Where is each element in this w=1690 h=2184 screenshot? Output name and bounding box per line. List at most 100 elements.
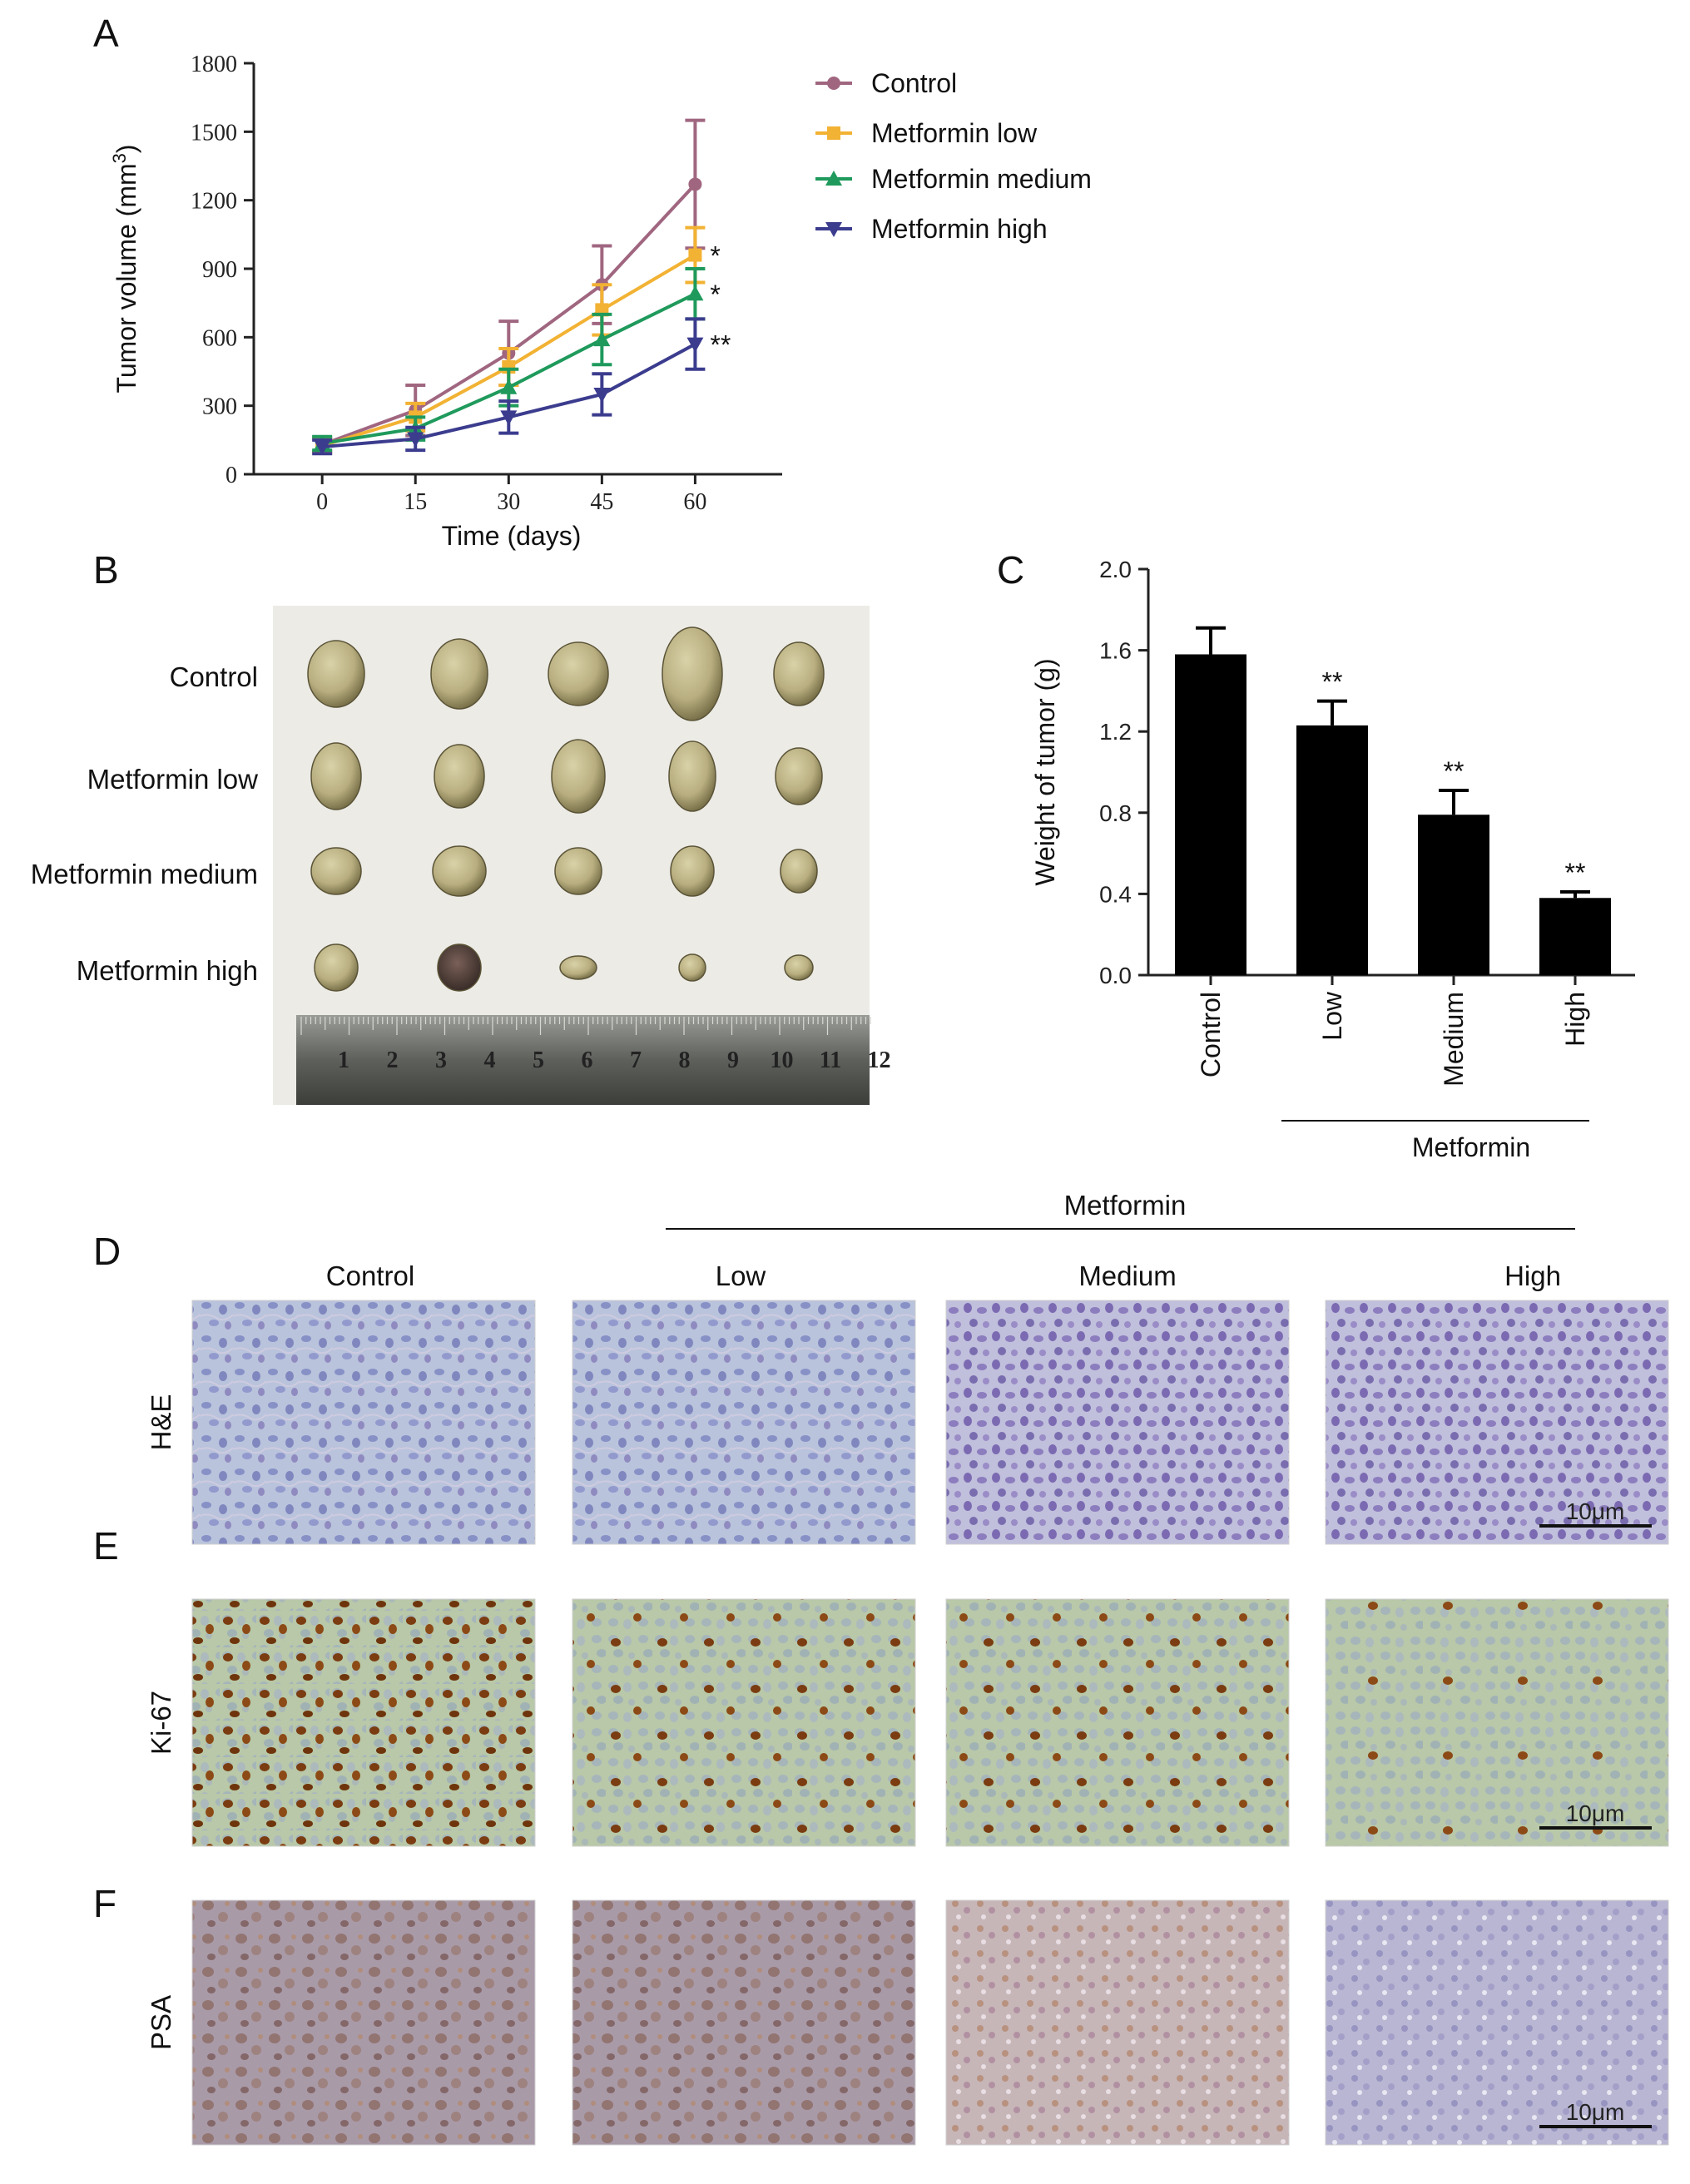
y-tick-label: 1.2 — [1099, 719, 1132, 745]
data-point — [825, 171, 842, 186]
data-point — [827, 77, 840, 90]
x-tick-label: 60 — [683, 489, 706, 515]
data-point — [314, 440, 331, 456]
tumor-specimen — [548, 641, 609, 706]
y-tick-label: 0 — [225, 463, 237, 488]
tumor-specimen — [314, 943, 359, 992]
x-tick-label: 15 — [404, 489, 427, 515]
micrograph — [945, 1899, 1290, 2146]
ruler-number: 5 — [533, 1047, 544, 1073]
micrograph — [191, 1598, 536, 1847]
significance-mark: * — [710, 241, 720, 271]
x-tick-label: Medium — [1439, 992, 1469, 1087]
tumor-specimen — [430, 638, 488, 710]
ruler-number: 10 — [771, 1047, 794, 1073]
data-point — [827, 126, 840, 140]
x-tick-label: 30 — [497, 489, 520, 515]
data-point — [593, 331, 611, 347]
panel-label-c: C — [997, 548, 1024, 592]
data-point — [593, 387, 611, 403]
tumor-specimen — [554, 847, 602, 895]
tumor-specimen — [784, 954, 814, 981]
line-chart-tumor-volume: 0 300 600 900 1200 1500 1800 0 15 30 45 60 Time (day… — [109, 52, 1092, 551]
micrograph — [191, 1899, 536, 2146]
y-tick-label: 1500 — [191, 120, 237, 146]
row-label: Control — [170, 661, 258, 692]
ruler-number: 7 — [630, 1047, 642, 1073]
tumor-specimen — [310, 742, 362, 810]
tumor-specimen — [437, 943, 482, 992]
tumor-specimen — [775, 747, 823, 805]
y-tick-label: 0.4 — [1099, 881, 1132, 907]
tumor-specimen — [780, 849, 818, 894]
y-tick-label: 900 — [202, 257, 237, 283]
panel-label-e: E — [93, 1524, 119, 1567]
tumor-specimen — [662, 626, 723, 721]
row-label: Metformin low — [87, 764, 259, 795]
group-label: Metformin — [1412, 1132, 1530, 1162]
ruler-number: 4 — [484, 1047, 496, 1073]
tumor-specimen — [434, 744, 485, 809]
ruler-number: 11 — [820, 1047, 841, 1073]
micrograph — [945, 1598, 1290, 1847]
bar-chart-tumor-weight: 0.0 0.4 0.8 1.2 1.6 2.0 Weight of tumor (g) Con… — [1030, 557, 1635, 1162]
row-label: H&E — [146, 1394, 176, 1451]
panel-label-b: B — [93, 548, 119, 592]
bar — [1539, 898, 1611, 975]
y-tick-label: 300 — [202, 394, 237, 420]
column-label: Medium — [1078, 1260, 1176, 1291]
ruler-number: 8 — [679, 1047, 691, 1073]
x-tick-label: 45 — [590, 489, 613, 515]
bar — [1418, 815, 1489, 975]
micrograph — [945, 1300, 1290, 1545]
panel-b: B Control Metformin low Metformin medium Me… — [31, 548, 891, 1105]
y-axis-title: Tumor volume (mm3) — [109, 144, 141, 393]
legend-label: Metformin medium — [871, 164, 1092, 194]
row-label: Metformin high — [77, 955, 258, 986]
micrograph — [1325, 1300, 1669, 1545]
x-tick-label: High — [1560, 992, 1590, 1047]
micrograph — [572, 1899, 916, 2146]
panel-label-f: F — [93, 1882, 116, 1925]
y-tick-label: 1.6 — [1099, 638, 1132, 664]
tumor-specimen — [559, 955, 597, 980]
group-label: Metformin — [1064, 1190, 1187, 1221]
column-label: Low — [716, 1260, 766, 1291]
micrograph — [191, 1300, 536, 1545]
significance-mark: ** — [710, 330, 731, 360]
ruler-number: 12 — [868, 1047, 891, 1073]
data-point — [407, 432, 424, 448]
tumor-photograph: Control Metformin low Metformin medium Metf… — [31, 606, 891, 1105]
micrograph — [1325, 1899, 1669, 2146]
row-label: Ki-67 — [146, 1691, 176, 1755]
x-tick-label: 0 — [316, 489, 328, 515]
panel-c: C 0.0 0.4 0.8 1.2 1.6 2.0 Weight of tumor (g) C… — [997, 548, 1635, 1162]
data-point — [686, 337, 704, 353]
histology-grid: Metformin Control Low Medium High H&E 10μm Ki-6… — [146, 1190, 1669, 2146]
tumor-specimen — [551, 739, 606, 814]
ruler-number: 2 — [387, 1047, 399, 1073]
bar — [1296, 725, 1368, 975]
legend-label: Metformin low — [871, 118, 1038, 148]
data-point — [686, 285, 704, 301]
scale-bar-label: 10μm — [1566, 1498, 1625, 1524]
ruler-number: 1 — [338, 1047, 349, 1073]
ruler — [296, 1015, 870, 1105]
y-tick-label: 1800 — [191, 52, 237, 77]
data-point — [688, 177, 702, 191]
data-point — [500, 410, 518, 426]
y-tick-label: 0.0 — [1099, 963, 1132, 988]
y-axis-title: Weight of tumor (g) — [1030, 658, 1060, 885]
tumor-specimen — [678, 953, 706, 982]
y-tick-label: 0.8 — [1099, 800, 1132, 826]
y-tick-label: 2.0 — [1099, 557, 1132, 582]
y-tick-label: 1200 — [191, 189, 237, 215]
tumor-specimen — [668, 740, 716, 812]
scale-bar-label: 10μm — [1566, 2099, 1625, 2125]
significance-mark: ** — [1444, 756, 1465, 786]
panel-label-d: D — [93, 1230, 121, 1273]
series-high — [312, 317, 706, 456]
scale-bar-label: 10μm — [1566, 1800, 1625, 1826]
significance-mark: ** — [1322, 667, 1343, 697]
